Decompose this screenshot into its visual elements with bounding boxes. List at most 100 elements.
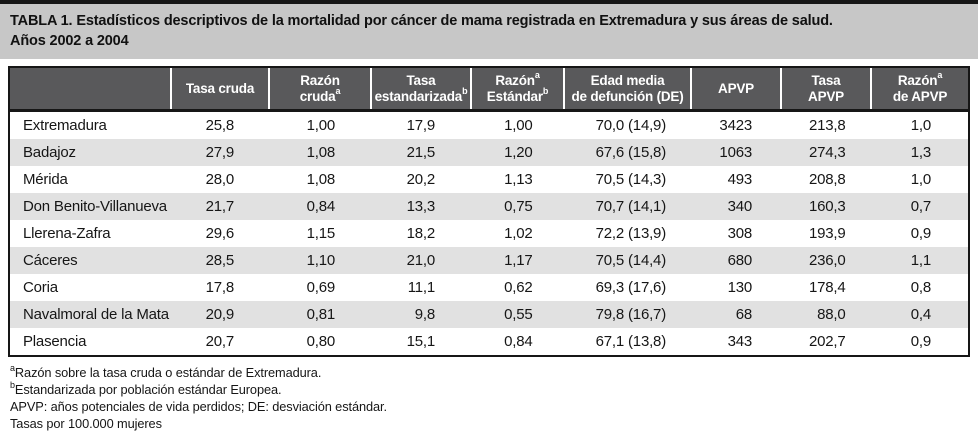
footnote-marker: b [10,379,15,390]
area-name-cell: Cáceres [23,252,78,269]
value-text: 11,1 [407,279,435,296]
value-text: 70,5 (14,4) [595,252,667,269]
value-cell: 236,0 [780,247,870,274]
value-cell: 20,9 [170,301,268,328]
value-cell: 21,0 [370,247,470,274]
value-text: 0,84 [504,333,533,350]
value-cell: 0,55 [470,301,563,328]
value-cell: 160,3 [780,193,870,220]
value-cell: 20,7 [170,328,268,355]
value-text: 70,5 (14,3) [595,171,667,188]
value-cell: 70,5 (14,4) [563,247,690,274]
value-cell: 67,1 (13,8) [563,328,690,355]
statistics-table: Tasa cruda Razón crudaa Tasa estandarizadab R… [8,66,970,357]
footnote-line: APVP: años potenciales de vida perdidos;… [10,398,978,415]
footnote-line: aRazón sobre la tasa cruda o estándar de… [10,363,978,381]
column-header-area [10,68,170,109]
value-text: 29,6 [205,225,235,242]
value-cell: 0,84 [470,328,563,355]
value-cell: 15,1 [370,328,470,355]
value-text: 1,17 [504,252,533,269]
value-text: 15,1 [406,333,436,350]
value-cell: 28,0 [170,166,268,193]
column-header-line: de defunción (DE) [571,89,683,105]
table-row: Navalmoral de la Mata 20,9 0,81 9,8 0,55 79,8… [10,301,968,328]
value-text: 28,5 [205,252,235,269]
value-cell: 340 [690,193,780,220]
value-cell: 1,0 [870,166,968,193]
value-cell: 88,0 [780,301,870,328]
column-header-line: Razón [300,73,340,89]
value-text: 213,8 [808,117,846,134]
top-rule [0,0,978,4]
column-header-text: APVP [718,80,754,96]
value-text: 17,9 [406,117,436,134]
value-cell: 343 [690,328,780,355]
table-row: Don Benito-Villanueva 21,7 0,84 13,3 0,75 70,… [10,193,968,220]
column-header-text: de defunción (DE) [571,88,684,104]
column-header-line: Tasa cruda [186,81,254,97]
value-cell: 72,2 (13,9) [563,220,690,247]
column-header-text: Tasa [406,72,436,88]
column-header-text: estandarizada [374,88,463,104]
table-row: Plasencia 20,7 0,80 15,1 0,84 67,1 (13,8) 343 2… [10,328,968,355]
footnote-marker: a [534,70,540,80]
value-cell: 70,0 (14,9) [563,112,690,139]
value-text: 13,3 [406,198,436,215]
table-title-line2: Años 2002 a 2004 [10,33,129,49]
column-header-line: Razóna [898,71,943,89]
value-text: 236,0 [808,252,846,269]
value-cell: 308 [690,220,780,247]
area-name-cell: Coria [23,279,58,296]
footnote-text: APVP: años potenciales de vida perdidos;… [10,399,387,414]
column-header-tasa-apvp: Tasa APVP [780,68,870,109]
value-cell: 3423 [690,112,780,139]
value-text: 9,8 [414,306,435,323]
value-text: 28,0 [205,171,235,188]
value-text: 274,3 [808,144,846,161]
value-text: 0,62 [504,279,533,296]
column-header-line: APVP [808,89,844,105]
column-header-line: Razóna [495,70,540,89]
value-cell: 0,4 [870,301,968,328]
value-cell: 202,7 [780,328,870,355]
value-text: 20,9 [205,306,235,323]
value-cell: 68 [690,301,780,328]
value-cell: 493 [690,166,780,193]
value-text: 0,84 [306,198,336,215]
table-row: Coria 17,8 0,69 11,1 0,62 69,3 (17,6) 130 178,4… [10,274,968,301]
value-text: 0,7 [910,198,931,215]
value-text: 178,4 [808,279,846,296]
column-header-text: de APVP [892,88,948,104]
value-text: 0,9 [910,225,931,242]
column-header-line: crudaa [299,87,341,105]
value-cell: 1,1 [870,247,968,274]
value-text: 1063 [719,144,752,161]
value-text: 21,0 [406,252,436,269]
column-header-tasa-estandarizada: Tasa estandarizadab [370,68,470,109]
value-text: 0,80 [306,333,336,350]
value-text: 1,3 [910,144,931,161]
value-text: 67,6 (15,8) [595,144,667,161]
table-row: Extremadura 25,8 1,00 17,9 1,00 70,0 (14,9) 34… [10,112,968,139]
table-row: Cáceres 28,5 1,10 21,0 1,17 70,5 (14,4) 680 236… [10,247,968,274]
value-text: 160,3 [808,198,846,215]
value-cell: 0,80 [268,328,370,355]
value-text: 18,2 [406,225,436,242]
table-body: Extremadura 25,8 1,00 17,9 1,00 70,0 (14,9) 34… [8,112,970,357]
value-text: 27,9 [205,144,235,161]
table-header-row: Tasa cruda Razón crudaa Tasa estandarizadab R… [8,66,970,112]
footnote-line: Tasas por 100.000 mujeres [10,415,978,432]
column-header-apvp: APVP [690,68,780,109]
column-header-line: Tasa [407,73,436,89]
table-title-line1: TABLA 1. Estadísticos descriptivos de la… [10,13,833,29]
value-text: 1,00 [504,117,533,134]
column-header-text: APVP [808,88,844,104]
column-header-text: Edad media [590,72,665,88]
column-header-text: cruda [299,88,336,104]
value-cell: 29,6 [170,220,268,247]
value-text: 1,08 [306,144,336,161]
value-cell: 1,20 [470,139,563,166]
column-header-razon-cruda: Razón crudaa [268,68,370,109]
area-name-cell: Badajoz [23,144,76,161]
